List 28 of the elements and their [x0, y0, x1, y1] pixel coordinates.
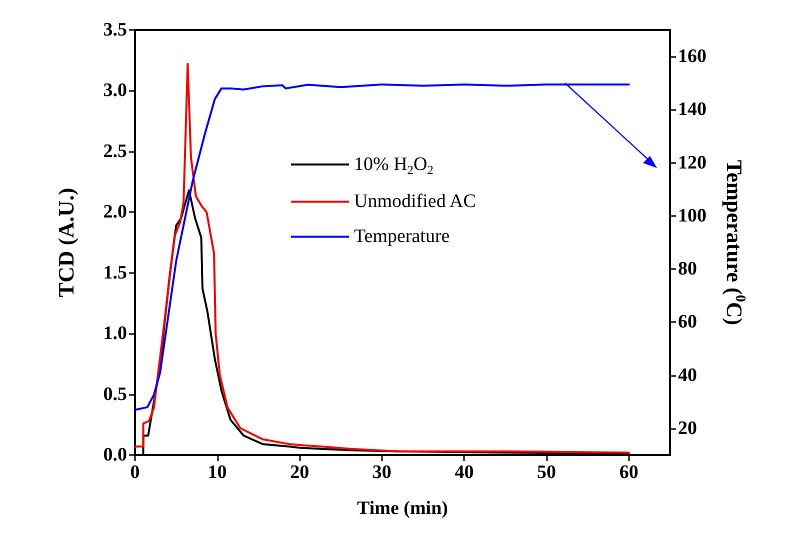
y2-tick-label: 80 — [678, 258, 697, 280]
x-tick-label: 50 — [537, 462, 556, 483]
y2-tick-label: 100 — [678, 205, 706, 226]
y-tick-label: 1.0 — [103, 323, 127, 344]
y-axis-title: TCD (A.U.) — [54, 188, 78, 298]
y2-tick-label: 40 — [678, 364, 697, 386]
x-tick-label: 20 — [290, 462, 310, 483]
y-tick-label: 2.5 — [103, 140, 127, 162]
y-tick-label: 0.0 — [103, 444, 127, 466]
y-tick-label: 1.5 — [103, 262, 127, 284]
y2-tick-label: 160 — [678, 46, 706, 68]
y-tick-label: 0.5 — [103, 384, 127, 405]
x-tick-label: 60 — [619, 462, 638, 483]
x-axis-title: Time (min) — [357, 498, 448, 519]
legend-label: Temperature — [354, 226, 450, 248]
x-tick-label: 10 — [208, 462, 227, 483]
legend-label: Unmodified AC — [354, 191, 476, 212]
y-tick-label: 3.0 — [103, 80, 127, 102]
y2-tick-label: 140 — [678, 99, 706, 120]
x-tick-label: 0 — [130, 462, 140, 483]
y-tick-label: 3.5 — [103, 20, 127, 40]
y2-tick-label: 60 — [678, 312, 697, 333]
y-tick-label: 2.0 — [103, 202, 127, 223]
x-tick-label: 30 — [372, 462, 392, 483]
y2-tick-label: 20 — [678, 418, 697, 439]
y2-axis-title: Temperature (0C) — [722, 160, 748, 326]
x-tick-label: 40 — [454, 462, 474, 483]
y2-tick-label: 120 — [678, 152, 706, 174]
